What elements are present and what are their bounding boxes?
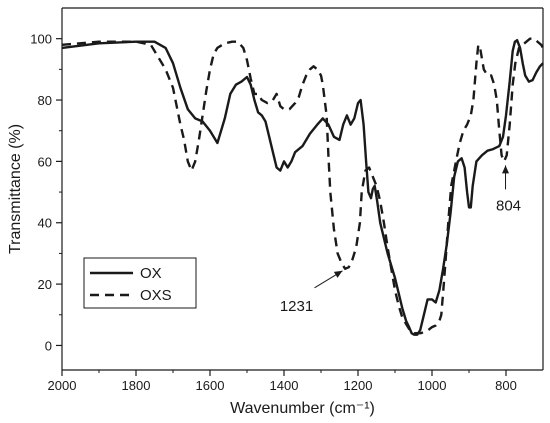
y-tick-label: 40: [38, 216, 52, 231]
legend-box: [83, 257, 197, 309]
series-line-ox: [61, 39, 544, 336]
x-tick-label: 1400: [270, 378, 299, 393]
x-tick-label: 800: [495, 378, 517, 393]
x-tick-label: 2000: [48, 378, 77, 393]
x-ticks: 2000 1800 1600 1400 1200 1000 800: [48, 370, 517, 393]
annotation-804-label: 804: [496, 197, 521, 214]
axes: [61, 7, 544, 371]
y-tick-label: 80: [38, 93, 52, 108]
annotation-804-arrowhead: [502, 165, 510, 174]
y-ticks: 0 20 40 60 80 100: [30, 32, 62, 353]
x-tick-label: 1200: [344, 378, 373, 393]
annotation-1231-arrowhead: [333, 270, 343, 278]
y-tick-label: 20: [38, 277, 52, 292]
plot-lines: [61, 37, 545, 336]
legend-label-ox: OX: [140, 265, 162, 282]
y-tick-label: 0: [45, 338, 52, 353]
y-tick-label: 60: [38, 154, 52, 169]
x-axis-title: Wavenumber (cm⁻¹): [230, 400, 375, 417]
x-tick-label: 1600: [196, 378, 225, 393]
y-tick-label: 100: [30, 32, 52, 47]
x-tick-label: 1800: [122, 378, 151, 393]
y-axis-title: Transmittance (%): [7, 124, 24, 254]
legend: OX OXS: [83, 257, 197, 309]
legend-label-oxs: OXS: [140, 287, 172, 304]
x-tick-label: 1000: [418, 378, 447, 393]
series-line-oxs: [61, 37, 545, 335]
annotation-1231-label: 1231: [280, 298, 313, 315]
annotations: 1231 804: [280, 165, 521, 315]
